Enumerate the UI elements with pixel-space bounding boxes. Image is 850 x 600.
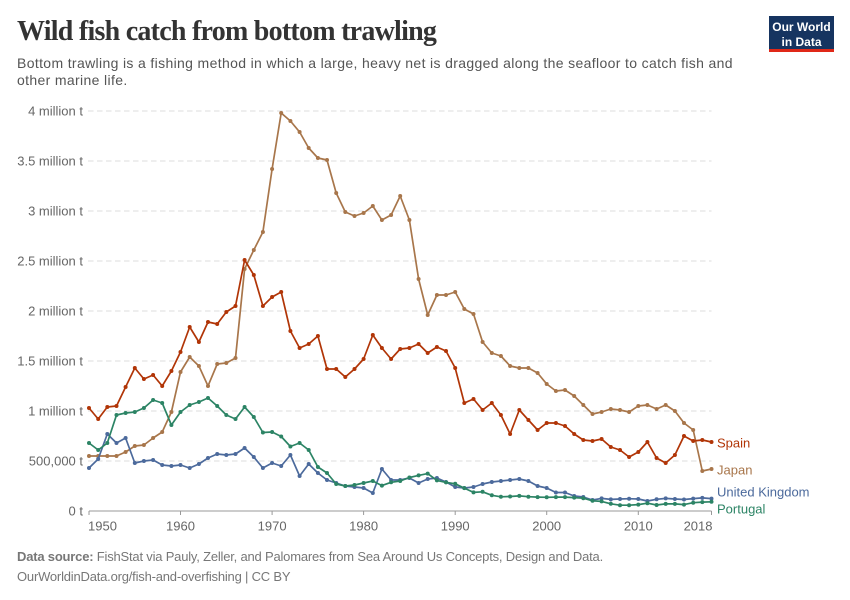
svg-text:500,000 t: 500,000 t — [29, 454, 84, 469]
svg-text:2010: 2010 — [624, 519, 653, 534]
svg-text:1980: 1980 — [349, 519, 378, 534]
svg-text:United Kingdom: United Kingdom — [717, 485, 810, 500]
svg-text:2000: 2000 — [532, 519, 561, 534]
svg-text:2018: 2018 — [684, 519, 713, 534]
svg-text:4 million t: 4 million t — [28, 104, 83, 119]
svg-text:0 t: 0 t — [69, 504, 84, 519]
svg-text:3.5 million t: 3.5 million t — [17, 154, 83, 169]
svg-text:2 million t: 2 million t — [28, 304, 83, 319]
svg-text:2.5 million t: 2.5 million t — [17, 254, 83, 269]
svg-text:3 million t: 3 million t — [28, 204, 83, 219]
svg-text:1 million t: 1 million t — [28, 404, 83, 419]
svg-text:1970: 1970 — [258, 519, 287, 534]
svg-text:1960: 1960 — [166, 519, 195, 534]
svg-text:1.5 million t: 1.5 million t — [17, 354, 83, 369]
svg-text:1950: 1950 — [88, 519, 117, 534]
svg-text:Japan: Japan — [717, 463, 752, 478]
svg-text:1990: 1990 — [441, 519, 470, 534]
svg-text:Portugal: Portugal — [717, 502, 766, 517]
svg-text:Spain: Spain — [717, 436, 750, 451]
